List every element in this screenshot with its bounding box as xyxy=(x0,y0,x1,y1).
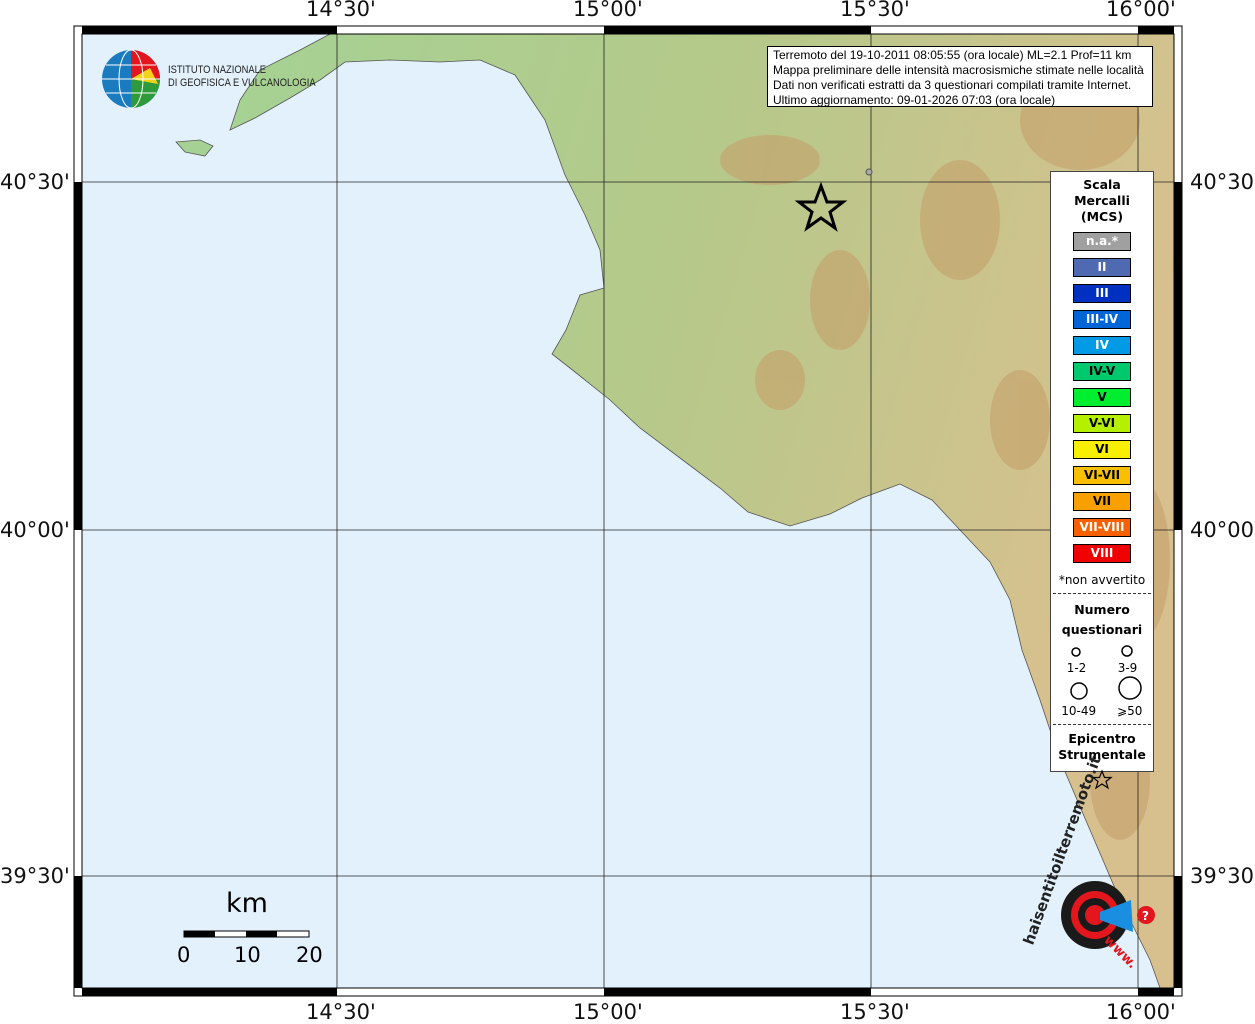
legend-title: Scala Mercalli (MCS) xyxy=(1074,177,1130,224)
scale-label: 20 xyxy=(296,943,323,967)
last-update: Ultimo aggiornamento: 09-01-2026 07:03 (… xyxy=(773,93,1056,107)
divider xyxy=(1053,724,1151,725)
count-sizes: 1-2 3-9 xyxy=(1051,644,1153,675)
lon-tick-bottom: 16°00' xyxy=(1106,1000,1176,1024)
count-sizes: 10-49 ⩾50 xyxy=(1051,675,1153,718)
intensity-swatch: VII xyxy=(1073,492,1131,511)
scale-label: 10 xyxy=(234,943,261,967)
lon-tick-top: 14°30' xyxy=(306,0,376,21)
intensity-swatch: IV-V xyxy=(1073,362,1131,381)
count-title: Numero questionari xyxy=(1061,602,1143,637)
lat-tick-left: 40°30' xyxy=(0,170,70,194)
event-line: Terremoto del 19-10-2011 08:05:55 (ora l… xyxy=(773,48,1132,62)
ingv-line2: DI GEOFISICA E VULCANOLOGIA xyxy=(168,77,316,89)
count-label: 3-9 xyxy=(1117,661,1138,675)
epicenter-title: Epicentro Strumentale xyxy=(1058,731,1146,762)
hai-sentito-badge: ? xyxy=(1061,881,1155,949)
lat-tick-right: 40°30' xyxy=(1190,170,1255,194)
help-icon: ? xyxy=(1142,909,1149,923)
lat-tick-right: 40°00' xyxy=(1190,518,1255,542)
count-label: 10-49 xyxy=(1061,704,1097,718)
count-label: 1-2 xyxy=(1066,661,1087,675)
map-frame xyxy=(73,25,1183,997)
star-icon xyxy=(1091,769,1113,790)
land-mainland xyxy=(229,33,1175,989)
intensity-swatch: n.a.* xyxy=(1073,232,1131,251)
intensity-swatch: IV xyxy=(1073,336,1131,355)
lon-tick-top: 15°00' xyxy=(573,0,643,21)
event-info-box: Terremoto del 19-10-2011 08:05:55 (ora l… xyxy=(767,46,1153,107)
lon-tick-top: 16°00' xyxy=(1106,0,1176,21)
lon-tick-top: 15°30' xyxy=(840,0,910,21)
ingv-line1: ISTITUTO NAZIONALE xyxy=(168,64,267,76)
lon-tick-bottom: 14°30' xyxy=(306,1000,376,1024)
intensity-swatch: III xyxy=(1073,284,1131,303)
island-capri xyxy=(175,139,214,157)
intensity-swatch: V-VI xyxy=(1073,414,1131,433)
intensity-swatch: III-IV xyxy=(1073,310,1131,329)
intensity-scale: n.a.* II III III-IV IV IV-V V V-VI VI VI-VII VII VI… xyxy=(1051,232,1153,563)
scale-unit: km xyxy=(226,888,268,919)
lon-tick-bottom: 15°30' xyxy=(840,1000,910,1024)
lat-tick-left: 39°30' xyxy=(0,864,70,888)
ingv-globe-logo xyxy=(102,49,160,109)
ingv-name: ISTITUTO NAZIONALE DI GEOFISICA E VULCAN… xyxy=(168,64,316,90)
legend: Scala Mercalli (MCS) n.a.* II III III-IV IV IV-… xyxy=(1050,171,1154,790)
scale-bar xyxy=(183,930,310,938)
intensity-swatch: VIII xyxy=(1073,544,1131,563)
intensity-swatch: V xyxy=(1073,388,1131,407)
map-description: Mappa preliminare delle intensità macros… xyxy=(773,63,1144,77)
intensity-swatch: VI-VII xyxy=(1073,466,1131,485)
intensity-swatch: VI xyxy=(1073,440,1131,459)
legend-note: *non avvertito xyxy=(1058,573,1146,587)
lat-tick-left: 40°00' xyxy=(0,518,70,542)
epicenter-star-icon xyxy=(794,181,848,232)
lat-tick-right: 39°30' xyxy=(1190,864,1255,888)
divider xyxy=(1053,593,1151,594)
count-label: ⩾50 xyxy=(1117,704,1143,718)
lon-tick-bottom: 15°00' xyxy=(573,1000,643,1024)
scale-label: 0 xyxy=(177,943,191,967)
data-note: Dati non verificati estratti da 3 questi… xyxy=(773,78,1132,92)
locality-marker xyxy=(865,168,873,176)
intensity-swatch: II xyxy=(1073,258,1131,277)
intensity-swatch: VII-VIII xyxy=(1073,518,1131,537)
graticule xyxy=(82,34,1174,988)
